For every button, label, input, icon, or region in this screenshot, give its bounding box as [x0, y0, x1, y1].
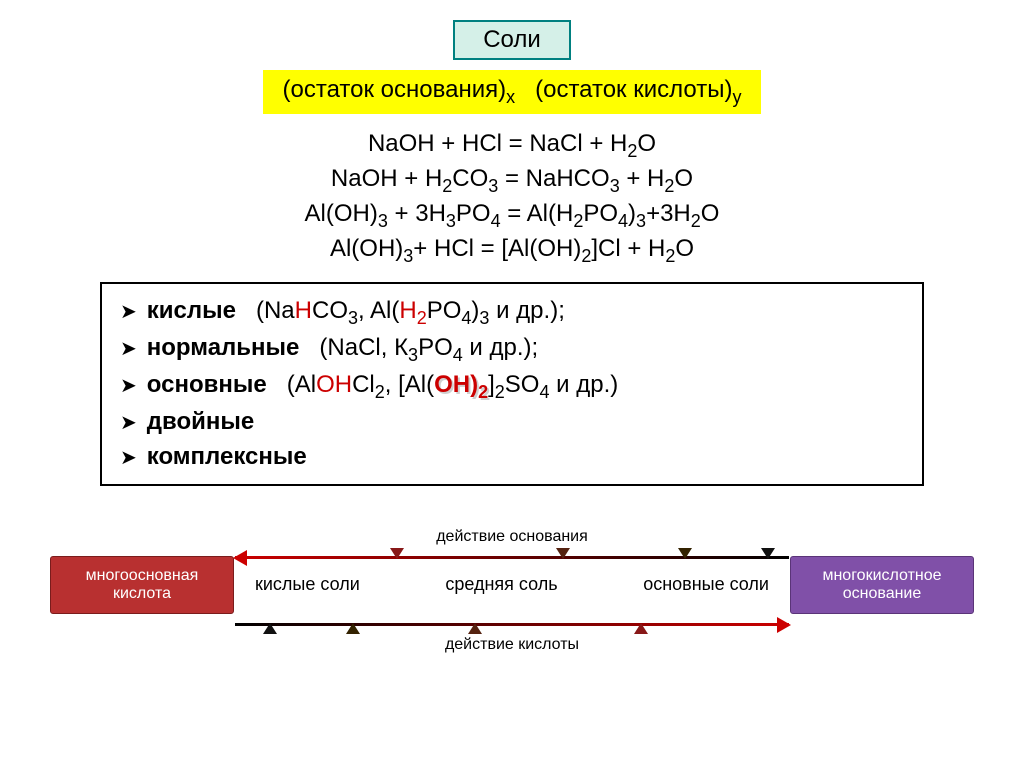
left-box-acid: многоосновная кислота: [50, 556, 234, 614]
category-row: ➤ кислые (NaHCO3, Al(H2PO4)3 и др.);: [120, 294, 904, 331]
top-arrow-head: [233, 550, 247, 566]
scale-labels: кислые соли средняя соль основные соли: [235, 574, 789, 595]
top-marker: [556, 548, 570, 559]
bottom-marker: [346, 623, 360, 634]
salt-scale-diagram: многоосновная кислота многокислотное осн…: [50, 516, 974, 666]
bullet-icon: ➤: [120, 444, 137, 473]
page-title: Соли: [453, 20, 571, 60]
category-text: кислые (NaHCO3, Al(H2PO4)3 и др.);: [147, 294, 565, 331]
bullet-icon: ➤: [120, 335, 137, 364]
top-marker: [761, 548, 775, 559]
scale-label: средняя соль: [445, 574, 557, 595]
bottom-action-label: действие кислоты: [445, 636, 579, 654]
bottom-arrow-line: [235, 623, 789, 626]
equations-block: NaOH + HCl = NaCl + H2ONaOH + H2CO3 = Na…: [40, 128, 984, 268]
category-text: двойные: [147, 405, 274, 440]
equation-line: Al(OH)3 + 3H3PO4 = Al(H2PO4)3+3H2O: [40, 198, 984, 233]
equation-line: NaOH + HCl = NaCl + H2O: [40, 128, 984, 163]
bullet-icon: ➤: [120, 372, 137, 401]
bullet-icon: ➤: [120, 409, 137, 438]
category-row: ➤ основные (AlOHCl2, [Al(OH)2]2SO4 и др.…: [120, 368, 904, 405]
scale-label: основные соли: [643, 574, 769, 595]
bottom-arrow-head: [777, 617, 791, 633]
formula-definition: (остаток основания)x (остаток кислоты)y: [263, 70, 762, 114]
category-row: ➤ нормальные (NaCl, К3PO4 и др.);: [120, 331, 904, 368]
top-action-label: действие основания: [436, 528, 588, 546]
category-row: ➤ комплексные: [120, 440, 904, 475]
bottom-marker: [263, 623, 277, 634]
categories-box: ➤ кислые (NaHCO3, Al(H2PO4)3 и др.); ➤ н…: [100, 282, 924, 486]
category-row: ➤ двойные: [120, 405, 904, 440]
bullet-icon: ➤: [120, 298, 137, 327]
equation-line: Al(OH)3+ HCl = [Al(OH)2]Cl + H2O: [40, 233, 984, 268]
right-box-base: многокислотное основание: [790, 556, 974, 614]
equation-line: NaOH + H2CO3 = NaHCO3 + H2O: [40, 163, 984, 198]
top-marker: [678, 548, 692, 559]
category-text: комплексные: [147, 440, 327, 475]
category-text: основные (AlOHCl2, [Al(OH)2]2SO4 и др.): [147, 368, 619, 405]
top-arrow-line: [235, 556, 789, 559]
category-text: нормальные (NaCl, К3PO4 и др.);: [147, 331, 538, 368]
top-marker: [390, 548, 404, 559]
scale-area: действие основания кислые соли средняя со…: [235, 526, 789, 656]
scale-label: кислые соли: [255, 574, 360, 595]
bottom-marker: [634, 623, 648, 634]
bottom-marker: [468, 623, 482, 634]
